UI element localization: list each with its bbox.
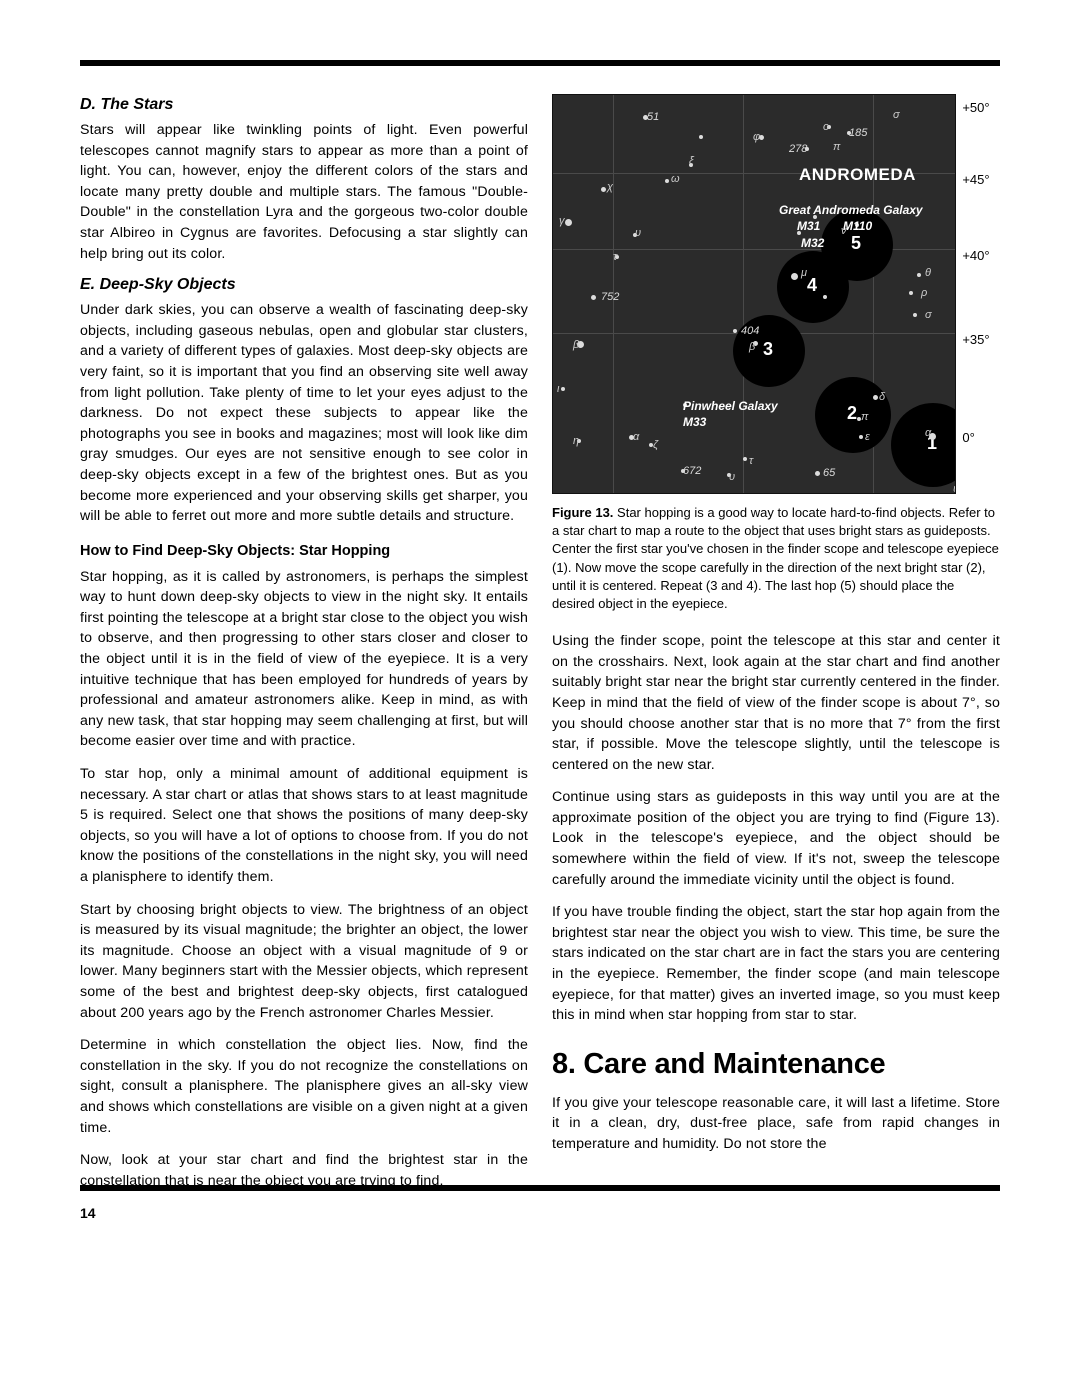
greek-letter: ω [671,173,680,185]
greek-letter: τ [749,455,753,467]
greek-letter: β [573,339,579,351]
greek-letter: γ [559,215,565,227]
bottom-rule [80,1185,1000,1191]
star-dot [913,313,917,317]
greek-letter: ρ [921,287,927,299]
figure-13-label: Figure 13. [552,505,613,520]
para-sh-1: Star hopping, as it is called by astrono… [80,567,528,752]
dec-label: +35° [962,332,989,347]
chart-label: M110 [843,219,872,233]
star-dot [601,187,606,192]
star-dot [859,435,863,439]
greek-letter: ο [823,121,829,133]
section-8-title: 8. Care and Maintenance [552,1048,1000,1081]
heading-star-hopping: How to Find Deep-Sky Objects: Star Hoppi… [80,543,528,559]
star-dot [823,295,827,299]
greek-letter: ι [557,383,559,395]
greek-letter: η [573,435,579,447]
greek-letter: π [833,141,840,153]
star-dot [909,291,913,295]
figure-13-caption: Figure 13. Star hopping is a good way to… [552,504,1000,613]
chart-label: 185 [849,127,867,139]
greek-letter: α [925,427,931,439]
greek-letter: υ [635,227,641,239]
chart-label: Great Andromeda Galaxy [779,203,923,217]
heading-d-stars: D. The Stars [80,96,528,114]
para-e-deepsky: Under dark skies, you can observe a weal… [80,300,528,527]
greek-letter: ν [841,225,847,237]
hop-number-4: 4 [807,275,817,296]
star-dot [815,471,820,476]
star-hop-chart: 12345ANDROMEDAGreat Andromeda GalaxyM31M… [552,94,956,494]
chart-label: M33 [683,415,706,429]
right-column: 12345ANDROMEDAGreat Andromeda GalaxyM31M… [552,94,1000,1191]
greek-letter: ε [865,431,870,443]
para-r-1: Using the finder scope, point the telesc… [552,631,1000,775]
greek-letter: ξ [689,155,694,167]
star-dot [743,457,747,461]
para-d-stars: Stars will appear like twinkling points … [80,120,528,264]
para-r-2: Continue using stars as guideposts in th… [552,787,1000,890]
para-sh-4: Determine in which constellation the obj… [80,1035,528,1138]
figure-13-chart: 12345ANDROMEDAGreat Andromeda GalaxyM31M… [552,94,1000,494]
star-dot [591,295,596,300]
top-rule [80,60,1000,66]
greek-letter: σ [893,109,900,121]
star-dot [565,219,572,226]
heading-e-deepsky: E. Deep-Sky Objects [80,276,528,294]
section-8-para: If you give your telescope reasonable ca… [552,1093,1000,1155]
star-dot [665,179,669,183]
greek-letter: β [749,341,755,353]
chart-label: 51 [647,111,659,123]
star-dot [873,395,878,400]
dec-label: 0° [962,430,974,445]
greek-letter: α [633,431,639,443]
star-dot [699,135,703,139]
chart-label: Pinwheel Galaxy [683,399,778,413]
greek-letter: μ [801,267,807,279]
chart-label: 278 [789,143,807,155]
greek-letter: τ [613,251,617,263]
hop-number-2: 2 [847,403,857,424]
chart-label: 672 [683,465,701,477]
page-number: 14 [80,1205,96,1221]
declination-axis: +50° +45° +40° +35° 0° [956,94,1000,494]
hop-number-5: 5 [851,233,861,254]
hop-circle-1 [891,403,956,487]
para-sh-2: To star hop, only a minimal amount of ad… [80,764,528,888]
constellation-title: ANDROMEDA [799,165,916,185]
chart-label: M31 [797,219,820,233]
greek-letter: π [861,411,868,423]
star-dot [733,329,737,333]
chart-label: 404 [741,325,759,337]
chart-label: 65 [823,467,835,479]
star-dot [791,273,798,280]
greek-letter: χ [607,181,613,193]
dec-label: +45° [962,172,989,187]
greek-letter: υ [729,471,735,483]
star-dot [917,273,921,277]
star-dot [561,387,565,391]
greek-letter: φ [753,131,760,143]
dec-label: +40° [962,248,989,263]
chart-label: 752 [601,291,619,303]
left-column: D. The Stars Stars will appear like twin… [80,94,528,1191]
chart-label: M32 [801,236,824,250]
dec-label: +50° [962,100,989,115]
greek-letter: δ [879,391,885,403]
figure-13-caption-text: Star hopping is a good way to locate har… [552,505,999,611]
hop-number-3: 3 [763,339,773,360]
greek-letter: ζ [653,439,658,451]
greek-letter: σ [925,309,932,321]
para-sh-3: Start by choosing bright objects to view… [80,900,528,1024]
greek-letter: θ [925,267,931,279]
para-r-3: If you have trouble finding the object, … [552,902,1000,1026]
